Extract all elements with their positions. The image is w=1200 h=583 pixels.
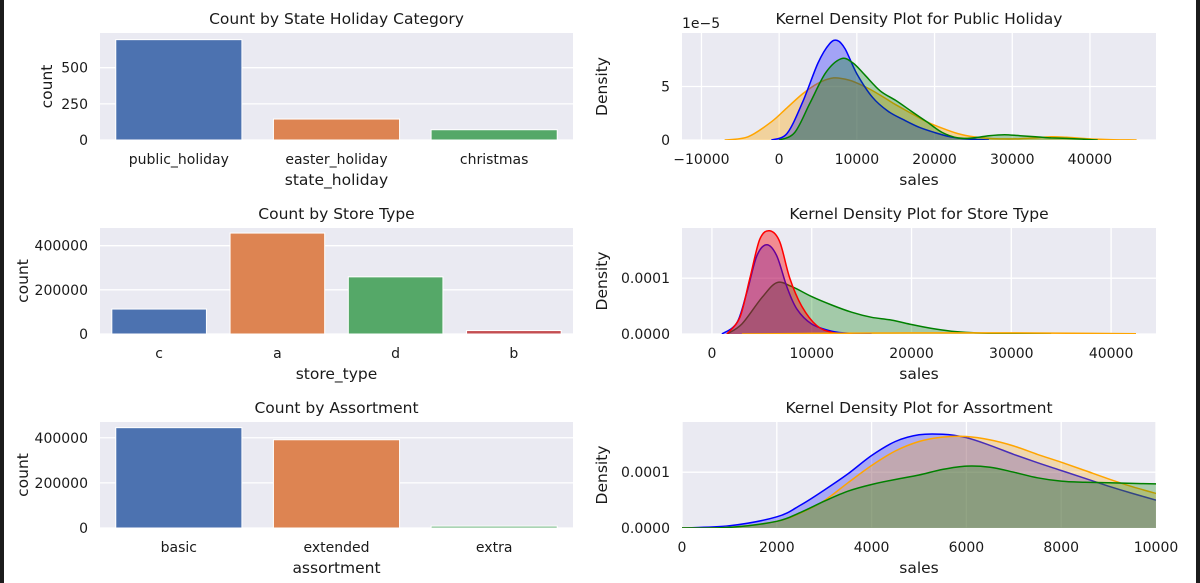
chart-panel-2: 0 5 Kernel Density Plot for Public Holiday… bbox=[593, 10, 1156, 189]
x-tick-label: public_holiday bbox=[129, 152, 229, 168]
density-series-group bbox=[682, 433, 1156, 528]
density-area-a bbox=[726, 230, 852, 334]
y-tick-label: 400000 bbox=[35, 431, 88, 447]
bar-extended bbox=[272, 439, 401, 529]
chart-panel-3: 0 200000 400000 Count by Store Type store_ty… bbox=[14, 205, 573, 384]
chart-panel-5: 0 200000 400000 Count by Assortment assortme… bbox=[14, 399, 573, 577]
x-axis-label: sales bbox=[899, 365, 939, 383]
chart-title: Kernel Density Plot for Public Holiday bbox=[776, 10, 1063, 28]
density-line-a bbox=[726, 229, 852, 334]
y-axis-label: Density bbox=[593, 57, 611, 116]
y-tick-label: 0.0001 bbox=[621, 465, 670, 481]
chart-title: Count by Store Type bbox=[258, 205, 414, 223]
x-tick-label: 10000 bbox=[835, 152, 880, 168]
x-tick-label: a bbox=[273, 346, 282, 362]
x-tick-label: basic bbox=[161, 540, 197, 556]
x-tick-label: b bbox=[509, 346, 518, 362]
y-tick-label: 0.0000 bbox=[621, 521, 670, 537]
bar-b bbox=[466, 330, 562, 335]
density-area-c bbox=[721, 244, 872, 334]
x-axis-label: assortment bbox=[292, 559, 380, 577]
x-tick-label: 10000 bbox=[789, 346, 834, 362]
plot-area bbox=[682, 228, 1156, 334]
y-tick-label: 200000 bbox=[35, 476, 88, 492]
x-tick-label: 0 bbox=[707, 346, 716, 362]
density-line-extra bbox=[682, 465, 1156, 528]
y-offset-label: 1e−5 bbox=[682, 16, 720, 32]
x-tick-label: 6000 bbox=[949, 540, 985, 556]
density-series-group bbox=[724, 39, 1137, 140]
density-series-group bbox=[721, 229, 1137, 334]
y-axis-label: count bbox=[14, 259, 32, 303]
chart-title: Kernel Density Plot for Store Type bbox=[789, 205, 1048, 223]
chart-title: Count by State Holiday Category bbox=[209, 10, 464, 28]
density-area-public-holiday bbox=[724, 77, 1137, 140]
y-axis-label: count bbox=[38, 65, 56, 109]
x-tick-label: 30000 bbox=[990, 152, 1035, 168]
density-area-christmas bbox=[779, 58, 1098, 140]
chart-panel-4: 0.0000 0.0001 Kernel Density Plot for Stor… bbox=[593, 205, 1156, 383]
y-axis-label: Density bbox=[593, 446, 611, 505]
x-tick-label: 20000 bbox=[889, 346, 934, 362]
density-line-basic bbox=[682, 433, 1156, 528]
x-tick-label: extra bbox=[476, 540, 512, 556]
density-line-easter-holiday bbox=[771, 39, 989, 140]
x-tick-label: 40000 bbox=[1089, 346, 1134, 362]
x-tick-label: extended bbox=[303, 540, 369, 556]
x-tick-label: christmas bbox=[460, 152, 529, 168]
y-tick-label: 250 bbox=[61, 97, 88, 113]
density-area-easter-holiday bbox=[771, 40, 989, 140]
x-tick-label: c bbox=[155, 346, 163, 362]
chart-panel-6: 0.0000 0.0001 Kernel Density Plot for Asso… bbox=[593, 399, 1178, 577]
chart-panel-1: 0 250 500 Count by State Holiday Category st… bbox=[38, 10, 573, 190]
y-tick-label: 0 bbox=[79, 521, 88, 537]
chart-title: Kernel Density Plot for Assortment bbox=[785, 399, 1052, 417]
bar-easter-holiday bbox=[272, 118, 401, 141]
x-tick-label: 8000 bbox=[1043, 540, 1079, 556]
x-tick-label: 4000 bbox=[854, 540, 890, 556]
y-tick-label: 0 bbox=[661, 133, 670, 149]
x-tick-label: 0 bbox=[678, 540, 687, 556]
x-tick-label: d bbox=[391, 346, 400, 362]
y-tick-label: 500 bbox=[61, 61, 88, 77]
y-tick-label: 5 bbox=[661, 80, 670, 96]
bar-a bbox=[229, 232, 326, 335]
x-tick-label: 2000 bbox=[759, 540, 795, 556]
bar-christmas bbox=[430, 129, 558, 141]
y-axis-label: Density bbox=[593, 252, 611, 311]
chart-title: Count by Assortment bbox=[254, 399, 418, 417]
x-tick-label: −10000 bbox=[673, 152, 729, 168]
y-tick-label: 0 bbox=[79, 327, 88, 343]
x-tick-label: easter_holiday bbox=[285, 152, 387, 168]
y-tick-label: 0.0001 bbox=[621, 271, 670, 287]
density-line-christmas bbox=[778, 57, 1098, 140]
y-axis-label: count bbox=[14, 453, 32, 497]
right-window-edge bbox=[1196, 0, 1200, 583]
x-axis-label: store_type bbox=[296, 365, 378, 384]
y-tick-label: 200000 bbox=[35, 283, 88, 299]
density-area-extended bbox=[682, 436, 1156, 528]
bar-public-holiday bbox=[115, 39, 243, 141]
bar-c bbox=[111, 308, 207, 335]
x-tick-label: 30000 bbox=[989, 346, 1034, 362]
bar-extra bbox=[430, 525, 558, 529]
x-axis-label: state_holiday bbox=[285, 171, 388, 190]
y-tick-label: 0 bbox=[79, 133, 88, 149]
x-axis-label: sales bbox=[899, 171, 939, 189]
y-tick-label: 400000 bbox=[35, 239, 88, 255]
left-window-edge bbox=[0, 0, 4, 583]
density-line-b bbox=[741, 332, 1137, 334]
x-tick-label: 0 bbox=[775, 152, 784, 168]
x-axis-label: sales bbox=[899, 559, 939, 577]
bar-d bbox=[347, 276, 444, 335]
density-area-basic bbox=[682, 433, 1156, 528]
x-tick-label: 40000 bbox=[1068, 152, 1113, 168]
y-tick-label: 0.0000 bbox=[621, 327, 670, 343]
bar-basic bbox=[115, 427, 243, 529]
x-tick-label: 20000 bbox=[912, 152, 957, 168]
x-tick-label: 10000 bbox=[1134, 540, 1179, 556]
